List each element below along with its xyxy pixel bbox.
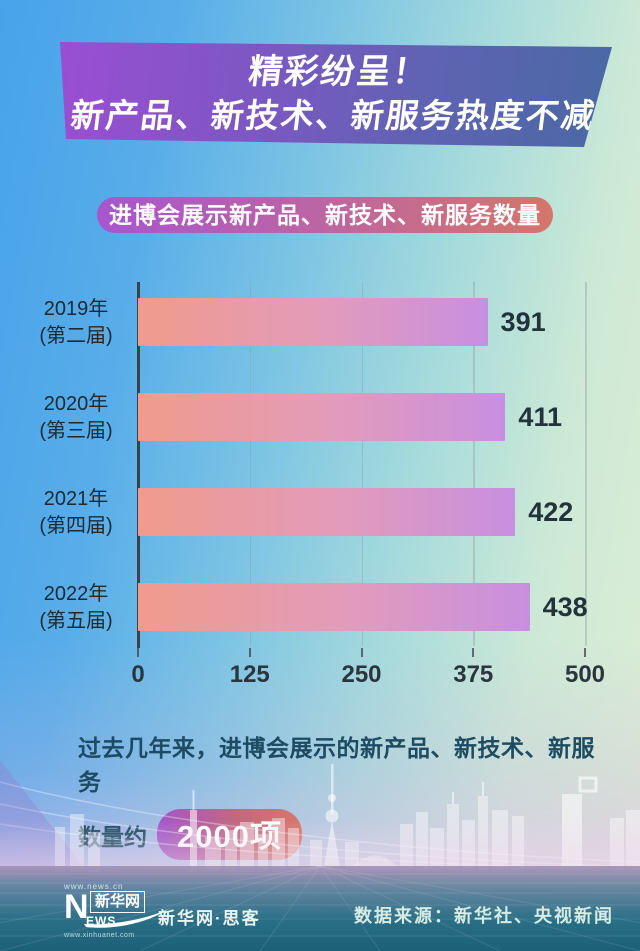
bar-chart: 2019年 (第二届) 391 2020年 (第三届) 411 2021年 (第四届) 422 2… [20,280,620,688]
x-tick-label: 125 [229,661,270,688]
x-tick-label: 250 [341,661,382,688]
category-label: 2021年 (第四届) [39,488,113,537]
logo-url-bottom: www.xinhuanet.com [64,932,135,939]
bar-row: 2019年 (第二届) 391 [20,298,620,347]
bar [138,488,516,536]
data-source-text: 数据来源：新华社、央视新闻 [354,906,614,926]
bar-value-label: 422 [528,497,574,527]
bar [138,393,506,441]
gridline [473,282,475,646]
footer-brand: 新华网·思客 [158,909,261,928]
bar [138,583,530,631]
bar-row: 2020年 (第三届) 411 [20,393,620,442]
y-axis-line [137,282,140,648]
bar-value-label: 411 [518,402,562,432]
banner-title-line2: 新产品、新技术、新服务热度不减 [68,96,599,134]
x-tick-label: 375 [453,661,494,688]
xinhuanet-logo: www.news.cn N 新华网 EWS www.xinhuanet.com [64,882,214,944]
mesh-grid [0,866,640,951]
bar-row: 2022年 (第五届) 438 [20,583,620,632]
x-tick-mark [584,648,586,657]
skyline-haze [0,820,640,872]
title-banner: 精彩纷呈！ 新产品、新技术、新服务热度不减 [60,42,612,147]
gridline [361,282,363,646]
logo-swoosh-icon [84,908,170,928]
category-label: 2019年 (第二届) [39,298,113,347]
banner-text: 精彩纷呈！ 新产品、新技术、新服务热度不减 [60,51,612,138]
logo-name-box: 新华网 [90,891,146,913]
category-label: 2020年 (第三届) [39,393,113,442]
x-tick-label: 500 [564,661,606,688]
bar [138,298,488,346]
chart-title-pill: 进博会展示新产品、新技术、新服务数量 [97,197,553,233]
bar-value-label: 438 [542,592,588,622]
bar-row: 2021年 (第四届) 422 [20,488,620,537]
x-tick-mark [248,648,251,657]
bar-value-label: 391 [500,307,546,337]
gridline [585,282,587,646]
banner-title-line1: 精彩纷呈！ [246,53,432,91]
category-label: 2022年 (第五届) [39,583,113,632]
x-tick-label: 0 [131,661,145,688]
logo-letter-n: N [64,888,89,926]
x-tick-mark [137,648,139,657]
footer: www.news.cn N 新华网 EWS www.xinhuanet.com … [0,866,640,951]
x-tick-mark [360,648,363,657]
logo-url-top: www.news.cn [64,882,124,891]
gridline [249,282,252,646]
summary-line1: 过去几年来，进博会展示的新产品、新技术、新服务 [78,735,595,795]
x-tick-mark [472,648,475,657]
